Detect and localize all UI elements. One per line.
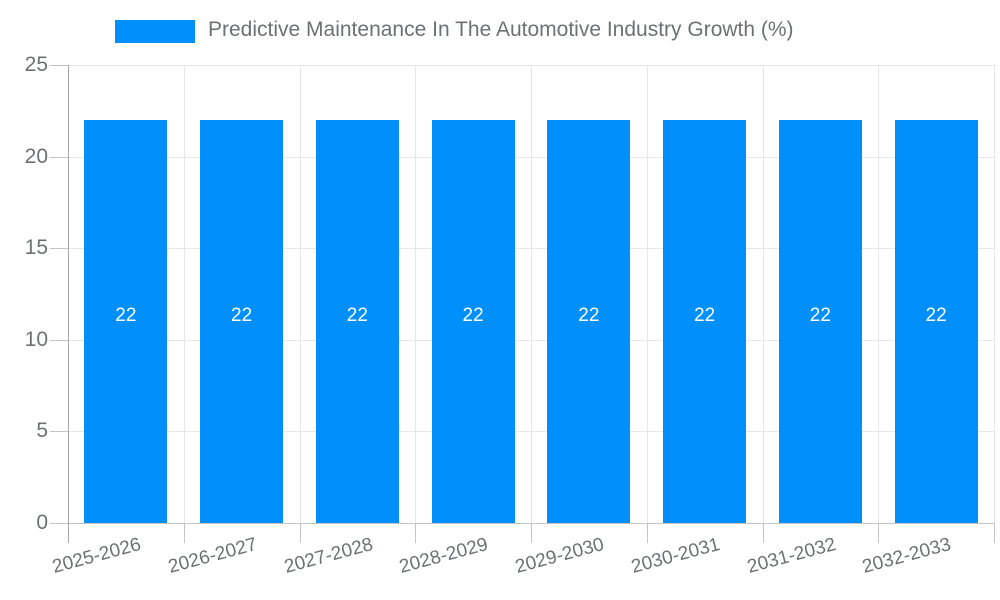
bar[interactable]	[778, 119, 862, 523]
x-axis-label: 2027-2028	[281, 534, 375, 578]
y-axis-label: 0	[36, 511, 48, 534]
bar-value-label: 22	[462, 305, 484, 326]
x-tick	[183, 523, 185, 543]
x-tick	[994, 523, 995, 543]
legend-label[interactable]: Predictive Maintenance In The Automotive…	[208, 18, 794, 41]
x-tick	[531, 523, 532, 543]
y-tick	[50, 523, 68, 524]
x-tick	[415, 523, 417, 543]
x-axis-label: 2030-2031	[628, 534, 723, 578]
x-tick	[878, 523, 880, 543]
v-gridline	[299, 65, 301, 523]
y-tick	[50, 156, 68, 158]
x-tick	[646, 523, 648, 543]
y-axis-label: 10	[24, 327, 48, 351]
bar[interactable]	[894, 119, 978, 523]
y-axis-line	[68, 65, 69, 543]
chart-legend: Predictive Maintenance In The Automotive…	[0, 0, 1000, 52]
y-axis-label: 20	[24, 144, 48, 168]
v-gridline	[183, 65, 185, 523]
bar-value-label: 22	[694, 305, 716, 326]
bar[interactable]	[200, 119, 284, 523]
bar-value-label: 22	[115, 305, 137, 326]
y-tick	[50, 339, 68, 341]
bar[interactable]	[431, 119, 515, 523]
y-axis-label: 25	[24, 53, 48, 76]
x-axis-label: 2029-2030	[513, 534, 607, 578]
y-tick	[50, 248, 68, 250]
x-axis-label: 2028-2029	[397, 534, 491, 578]
bar-value-label: 22	[809, 305, 831, 326]
bar-value-label: 22	[346, 305, 368, 326]
x-axis-label: 2026-2027	[165, 534, 260, 578]
y-tick	[50, 431, 68, 433]
bar[interactable]	[84, 119, 168, 523]
bar-value-label: 22	[231, 305, 253, 326]
x-axis-label: 2031-2032	[744, 534, 838, 578]
x-axis-label: 2032-2033	[860, 534, 954, 578]
v-gridline	[878, 65, 880, 523]
x-tick	[299, 523, 301, 543]
y-axis-label: 15	[24, 236, 48, 260]
legend-swatch[interactable]	[115, 20, 195, 43]
bar[interactable]	[663, 119, 747, 523]
v-gridline	[994, 65, 995, 523]
v-gridline	[762, 65, 764, 523]
bar[interactable]	[315, 119, 399, 523]
bar[interactable]	[547, 119, 631, 523]
v-gridline	[415, 65, 417, 523]
y-tick	[50, 65, 68, 66]
x-tick	[762, 523, 764, 543]
bar-value-label: 22	[925, 305, 947, 326]
bar-value-label: 22	[578, 305, 600, 326]
x-axis-label: 2025-2026	[50, 534, 144, 578]
y-axis-label: 5	[36, 419, 48, 443]
v-gridline	[531, 65, 532, 523]
v-gridline	[646, 65, 648, 523]
